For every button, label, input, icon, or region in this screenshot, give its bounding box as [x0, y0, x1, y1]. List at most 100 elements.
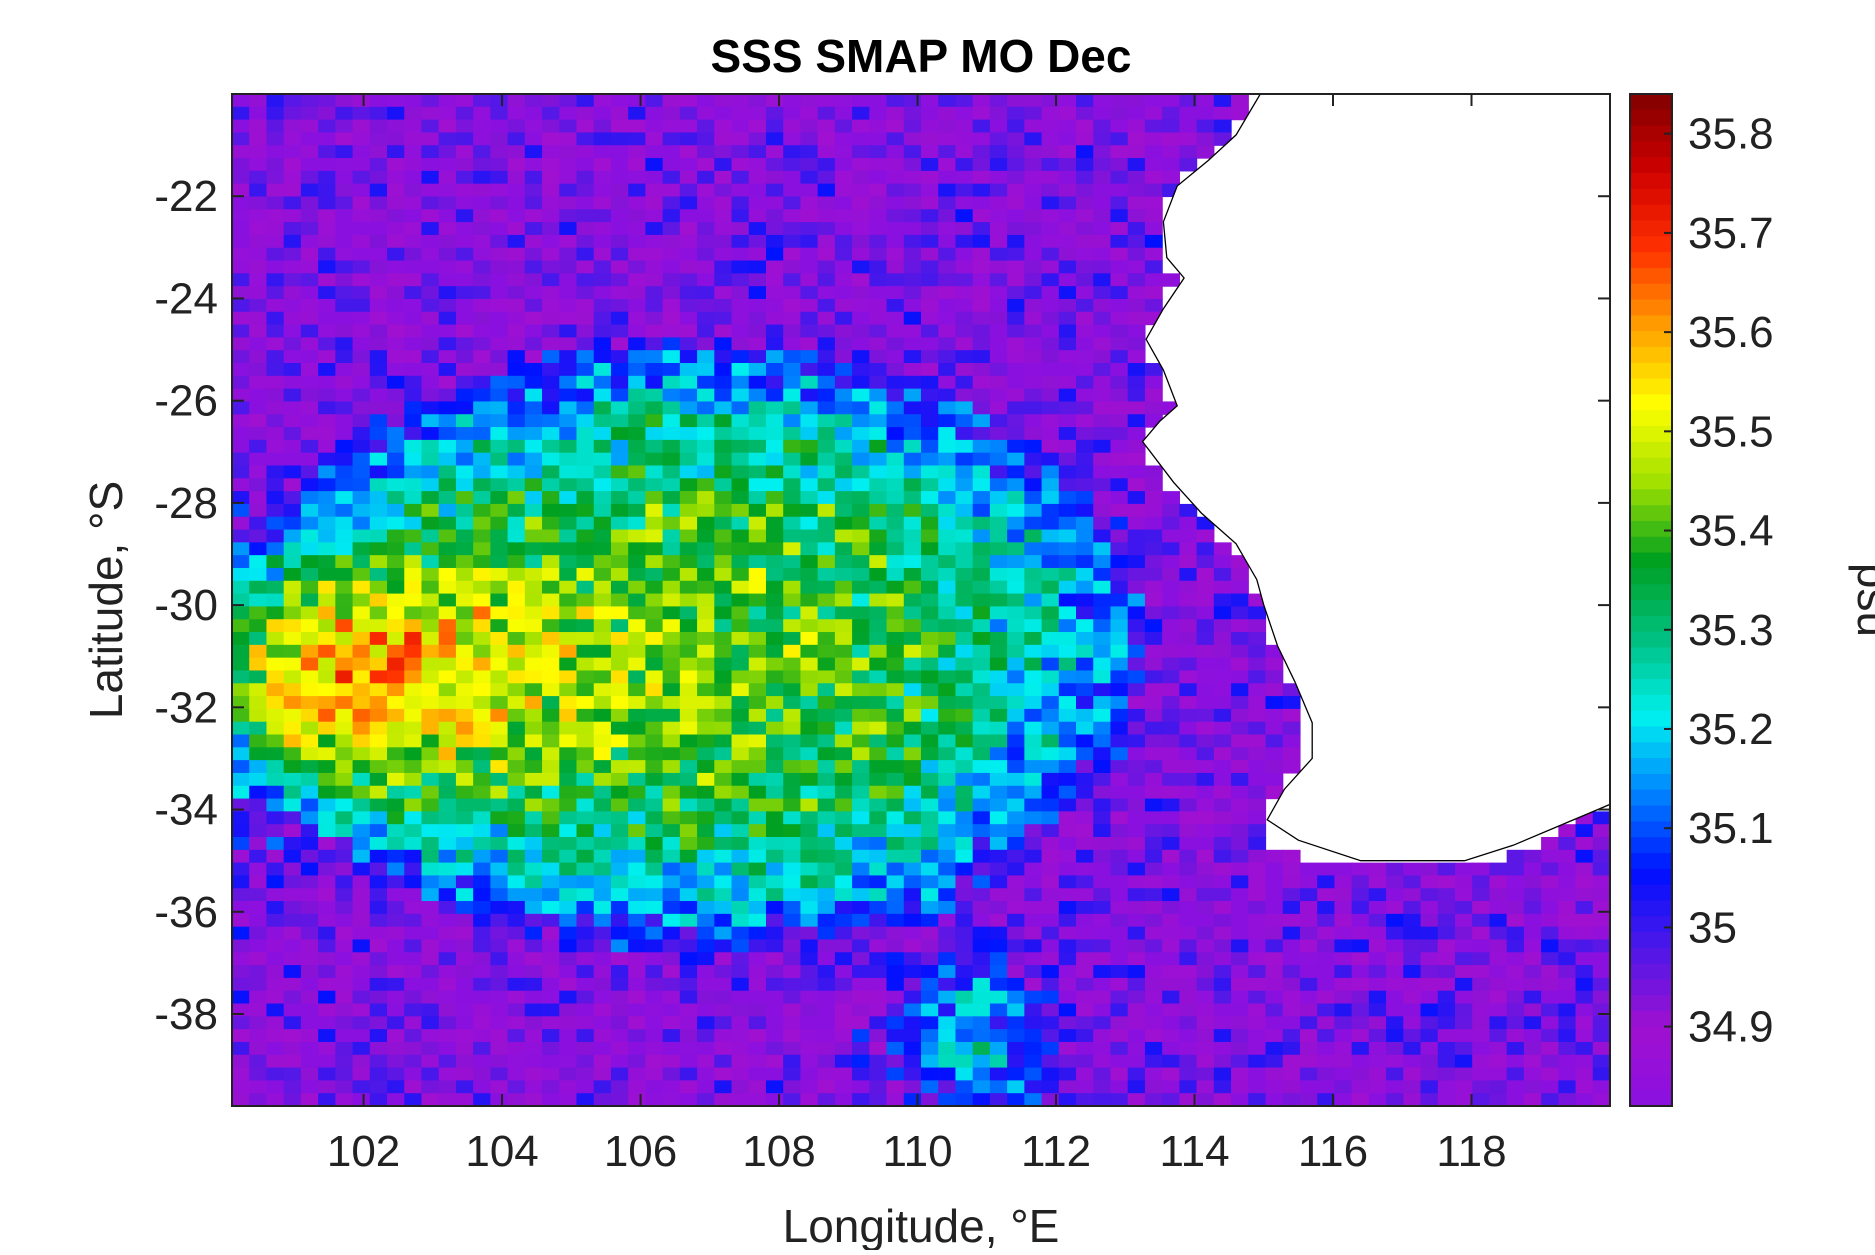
heatmap-cell — [835, 504, 853, 517]
heatmap-cell — [1145, 107, 1163, 120]
heatmap-cell — [800, 811, 818, 824]
heatmap-cell — [749, 286, 767, 299]
heatmap-cell — [921, 530, 939, 543]
heatmap-cell — [508, 350, 526, 363]
heatmap-cell — [421, 414, 439, 427]
heatmap-cell — [594, 350, 612, 363]
heatmap-cell — [1024, 683, 1042, 696]
heatmap-cell — [301, 286, 319, 299]
heatmap-cell — [835, 658, 853, 671]
heatmap-cell — [1438, 1029, 1456, 1042]
heatmap-cell — [559, 1093, 577, 1106]
heatmap-cell — [370, 209, 388, 222]
heatmap-cell — [645, 491, 663, 504]
heatmap-cell — [887, 939, 905, 952]
heatmap-cell — [990, 965, 1008, 978]
heatmap-cell — [1007, 837, 1025, 850]
heatmap-cell — [439, 632, 457, 645]
heatmap-cell — [921, 837, 939, 850]
heatmap-cell — [370, 363, 388, 376]
heatmap-cell — [335, 568, 353, 581]
heatmap-cell — [852, 312, 870, 325]
heatmap-cell — [594, 952, 612, 965]
heatmap-cell — [353, 440, 371, 453]
heatmap-cell — [852, 606, 870, 619]
heatmap-cell — [628, 747, 646, 760]
heatmap-cell — [301, 1068, 319, 1081]
heatmap-cell — [1076, 286, 1094, 299]
heatmap-cell — [1145, 401, 1163, 414]
heatmap-cell — [249, 722, 267, 735]
heatmap-cell — [1145, 1080, 1163, 1093]
heatmap-cell — [1524, 991, 1542, 1004]
heatmap-cell — [542, 786, 560, 799]
heatmap-cell — [697, 696, 715, 709]
heatmap-cell — [473, 376, 491, 389]
heatmap-cell — [439, 504, 457, 517]
heatmap-cell — [749, 273, 767, 286]
heatmap-cell — [1024, 248, 1042, 261]
heatmap-cell — [938, 581, 956, 594]
heatmap-cell — [594, 1080, 612, 1093]
heatmap-cell — [525, 1080, 543, 1093]
heatmap-cell — [663, 158, 681, 171]
heatmap-cell — [663, 184, 681, 197]
heatmap-cell — [852, 555, 870, 568]
heatmap-cell — [835, 107, 853, 120]
heatmap-cell — [766, 478, 784, 491]
heatmap-cell — [628, 709, 646, 722]
heatmap-cell — [1317, 952, 1335, 965]
heatmap-cell — [335, 196, 353, 209]
heatmap-cell — [680, 722, 698, 735]
heatmap-cell — [835, 773, 853, 786]
heatmap-cell — [353, 799, 371, 812]
heatmap-cell — [335, 120, 353, 133]
heatmap-cell — [869, 286, 887, 299]
heatmap-cell — [1334, 978, 1352, 991]
heatmap-cell — [473, 1016, 491, 1029]
heatmap-cell — [525, 401, 543, 414]
heatmap-cell — [232, 1080, 250, 1093]
heatmap-cell — [1059, 735, 1077, 748]
heatmap-cell — [732, 94, 750, 107]
heatmap-cell — [869, 1016, 887, 1029]
heatmap-cell — [955, 811, 973, 824]
heatmap-cell — [1076, 735, 1094, 748]
heatmap-cell — [335, 645, 353, 658]
heatmap-cell — [301, 824, 319, 837]
heatmap-cell — [869, 568, 887, 581]
heatmap-cell — [1507, 850, 1525, 863]
heatmap-cell — [1145, 606, 1163, 619]
heatmap-cell — [577, 837, 595, 850]
heatmap-cell — [353, 619, 371, 632]
heatmap-cell — [387, 594, 405, 607]
heatmap-cell — [1110, 991, 1128, 1004]
heatmap-cell — [404, 1004, 422, 1017]
heatmap-cell — [663, 504, 681, 517]
heatmap-cell — [1024, 1055, 1042, 1068]
heatmap-cell — [955, 401, 973, 414]
heatmap-cell — [404, 850, 422, 863]
heatmap-cell — [990, 1042, 1008, 1055]
heatmap-cell — [1076, 645, 1094, 658]
heatmap-cell — [559, 991, 577, 1004]
heatmap-cell — [714, 978, 732, 991]
heatmap-cell — [869, 222, 887, 235]
heatmap-cell — [783, 299, 801, 312]
heatmap-cell — [404, 465, 422, 478]
heatmap-cell — [1145, 760, 1163, 773]
heatmap-cell — [1059, 722, 1077, 735]
heatmap-cell — [456, 837, 474, 850]
heatmap-cell — [387, 927, 405, 940]
heatmap-cell — [663, 196, 681, 209]
heatmap-cell — [749, 491, 767, 504]
heatmap-cell — [835, 606, 853, 619]
heatmap-cell — [1059, 811, 1077, 824]
heatmap-cell — [525, 312, 543, 325]
heatmap-cell — [1593, 1068, 1611, 1081]
heatmap-cell — [525, 850, 543, 863]
heatmap-cell — [955, 389, 973, 402]
heatmap-cell — [525, 555, 543, 568]
heatmap-cell — [732, 863, 750, 876]
heatmap-cell — [904, 606, 922, 619]
